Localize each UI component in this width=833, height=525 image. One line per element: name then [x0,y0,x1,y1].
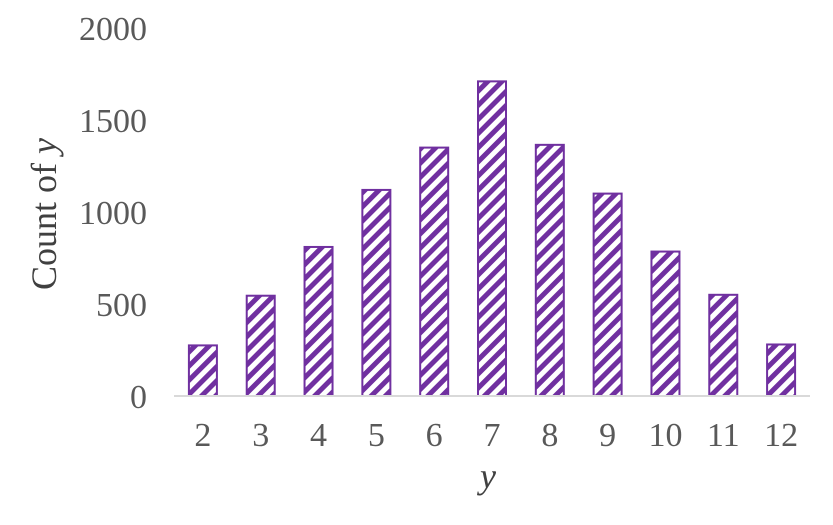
x-axis-title-variable: y [477,456,496,496]
bar [303,245,334,397]
x-tick-label: 5 [368,417,385,454]
y-axis-ticks: 0 500 1000 1500 2000 [79,11,147,416]
y-tick-label: 2000 [79,11,147,48]
x-tick-label: 7 [484,417,501,454]
y-axis-title-variable: y [24,138,64,157]
bar [766,343,797,398]
y-tick-label: 1000 [79,195,147,232]
y-axis-title-prefix: Count of [24,154,64,290]
x-tick-label: 2 [194,417,211,454]
x-axis-title: y [477,456,496,496]
bar [534,143,565,397]
x-tick-label: 10 [648,417,682,454]
y-tick-label: 500 [96,287,147,324]
bar [361,188,392,397]
x-tick-label: 12 [764,417,798,454]
bar-series [187,80,797,398]
x-tick-label: 11 [707,417,740,454]
x-tick-label: 3 [252,417,269,454]
x-tick-label: 6 [426,417,443,454]
x-tick-label: 8 [541,417,558,454]
bar [592,192,623,397]
x-tick-label: 9 [599,417,616,454]
bar [187,344,218,397]
bar [245,294,276,397]
y-tick-label: 1500 [79,103,147,140]
bar [419,146,450,397]
y-axis-title: Count of y [24,138,64,290]
bar [477,80,507,398]
bar [650,250,681,397]
x-axis-ticks: 2 3 4 5 6 7 8 9 10 11 12 [194,417,798,454]
x-tick-label: 4 [310,417,327,454]
y-tick-label: 0 [130,379,147,416]
bar [708,293,739,397]
